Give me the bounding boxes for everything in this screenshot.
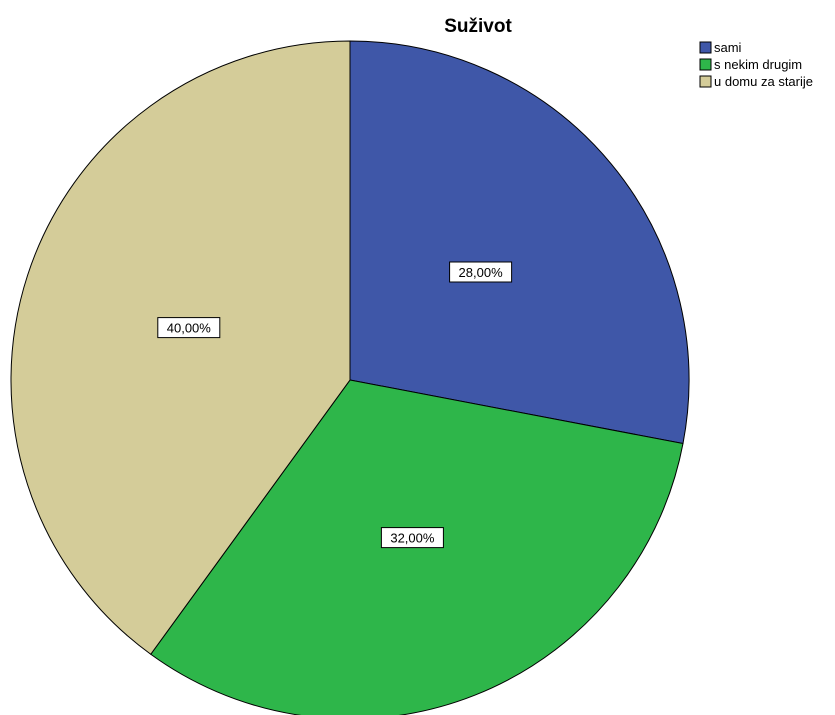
pie-slice-3	[10, 40, 351, 655]
data-label-text-1: 28,00%	[459, 265, 504, 280]
legend-swatch-2	[699, 58, 712, 71]
data-label-text-3: 40,00%	[167, 321, 212, 336]
data-label-3: 40,00%	[157, 317, 221, 339]
data-label-text-2: 32,00%	[390, 531, 435, 546]
data-label-box-2	[380, 527, 444, 549]
data-label-box-1	[449, 261, 513, 283]
legend-label-1: sami	[714, 40, 742, 55]
legend-item-1: sami	[699, 40, 742, 55]
legend-item-3: u domu za starije	[699, 74, 813, 89]
legend-swatch-1	[699, 41, 712, 54]
data-label-box-3	[157, 317, 221, 339]
chart-title: Suživot	[444, 16, 512, 37]
legend-swatch-3	[699, 75, 712, 88]
data-label-1: 28,00%	[449, 261, 513, 283]
legend-label-3: u domu za starije	[714, 74, 813, 89]
legend: sami s nekim drugim u domu za starije	[699, 40, 813, 89]
pie-slice-1	[349, 40, 690, 445]
legend-item-2: s nekim drugim	[699, 57, 802, 72]
pie-data-labels: 28,00% 32,00% 40,00%	[157, 261, 513, 549]
pie-slices	[10, 40, 690, 715]
data-label-2: 32,00%	[380, 527, 444, 549]
legend-label-2: s nekim drugim	[714, 57, 802, 72]
